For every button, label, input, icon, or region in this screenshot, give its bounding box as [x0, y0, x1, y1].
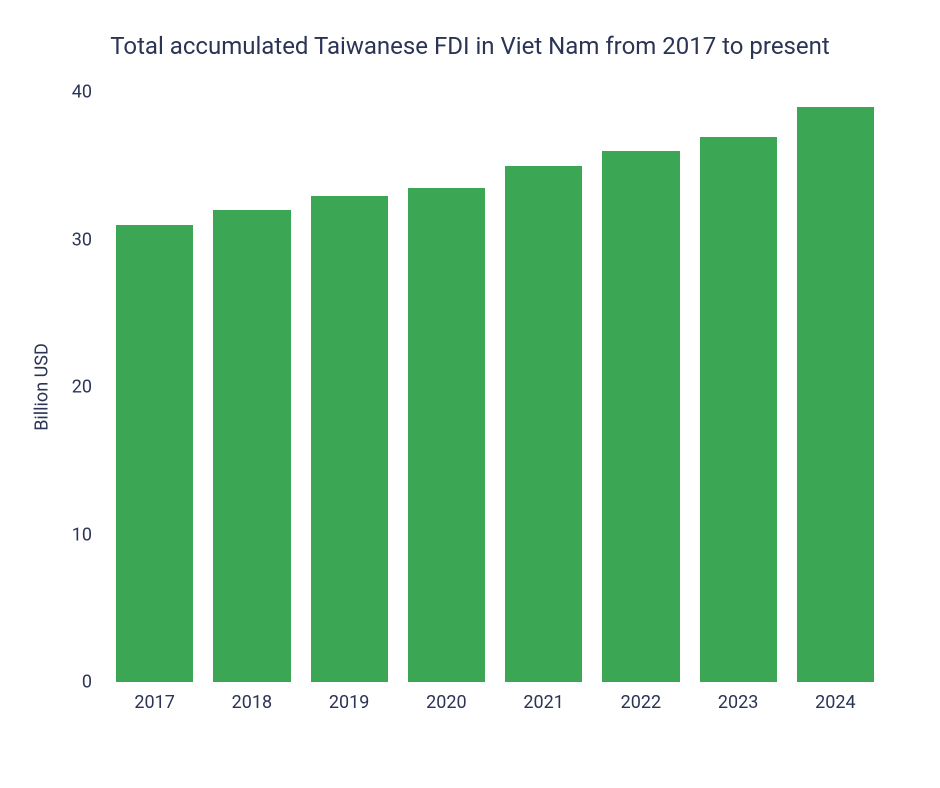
x-tick: 2021	[495, 692, 592, 713]
y-tick: 10	[72, 524, 92, 545]
chart-container: Total accumulated Taiwanese FDI in Viet …	[0, 0, 940, 788]
x-tick: 2019	[301, 692, 398, 713]
bar-slot	[592, 92, 689, 682]
chart-title: Total accumulated Taiwanese FDI in Viet …	[90, 30, 850, 62]
bar-slot	[301, 92, 398, 682]
x-tick: 2022	[592, 692, 689, 713]
y-axis: 010203040	[50, 92, 100, 682]
x-tick: 2017	[106, 692, 203, 713]
bar-slot	[203, 92, 300, 682]
x-axis: 20172018201920202021202220232024	[100, 682, 890, 713]
x-tick: 2020	[398, 692, 495, 713]
bar	[505, 166, 582, 682]
bar-slot	[690, 92, 787, 682]
x-tick: 2023	[690, 692, 787, 713]
bar-slot	[106, 92, 203, 682]
y-tick: 40	[72, 82, 92, 103]
y-tick: 0	[82, 672, 92, 693]
bar	[797, 107, 874, 682]
bar	[602, 151, 679, 682]
bar	[408, 188, 485, 682]
bar	[213, 210, 290, 682]
bar	[700, 137, 777, 683]
y-tick: 20	[72, 377, 92, 398]
x-tick: 2024	[787, 692, 884, 713]
bar	[116, 225, 193, 682]
bar-slot	[495, 92, 592, 682]
x-tick: 2018	[203, 692, 300, 713]
y-tick: 30	[72, 229, 92, 250]
plot-area: Billion USD 010203040	[100, 92, 890, 682]
bar-slot	[787, 92, 884, 682]
bar	[311, 196, 388, 683]
bar-slot	[398, 92, 495, 682]
bars-group	[100, 92, 890, 682]
